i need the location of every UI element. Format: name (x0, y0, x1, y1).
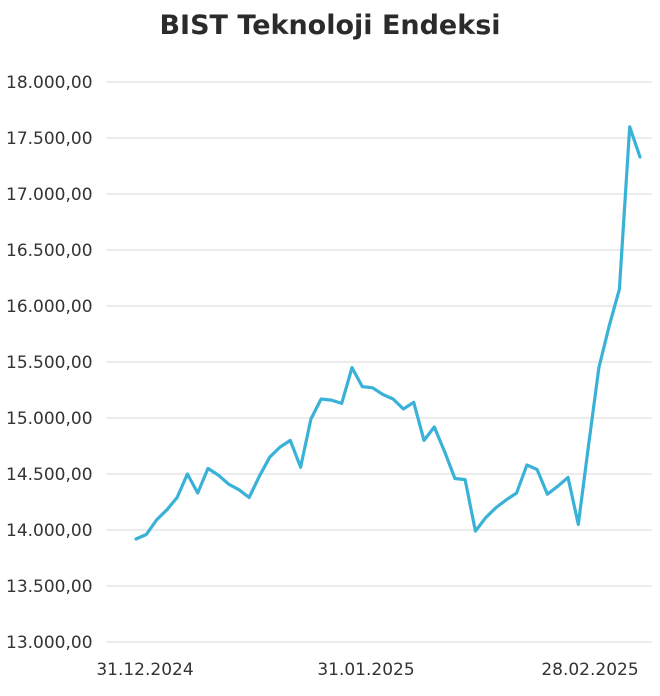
y-tick-label: 15.000,00 (6, 409, 93, 429)
y-tick-label: 18.000,00 (6, 73, 93, 93)
y-tick-label: 16.000,00 (6, 297, 93, 317)
y-tick-label: 16.500,00 (6, 241, 93, 261)
x-axis-ticks: 31.12.2024 31.01.2025 28.02.2025 (96, 660, 638, 680)
y-axis-ticks: 13.000,00 13.500,00 14.000,00 14.500,00 15.0… (6, 73, 93, 653)
series-line (134, 125, 642, 541)
grid-lines (106, 81, 652, 643)
chart-title: BIST Teknoloji Endeksi (159, 10, 501, 41)
y-tick-label: 13.000,00 (6, 633, 93, 653)
y-tick-label: 14.000,00 (6, 521, 93, 541)
y-tick-label: 15.500,00 (6, 353, 93, 373)
y-tick-label: 17.500,00 (6, 129, 93, 149)
y-tick-label: 14.500,00 (6, 465, 93, 485)
x-tick-label: 31.01.2025 (317, 660, 414, 680)
y-tick-label: 17.000,00 (6, 185, 93, 205)
x-tick-label: 31.12.2024 (96, 660, 193, 680)
y-tick-label: 13.500,00 (6, 577, 93, 597)
x-tick-label: 28.02.2025 (541, 660, 638, 680)
